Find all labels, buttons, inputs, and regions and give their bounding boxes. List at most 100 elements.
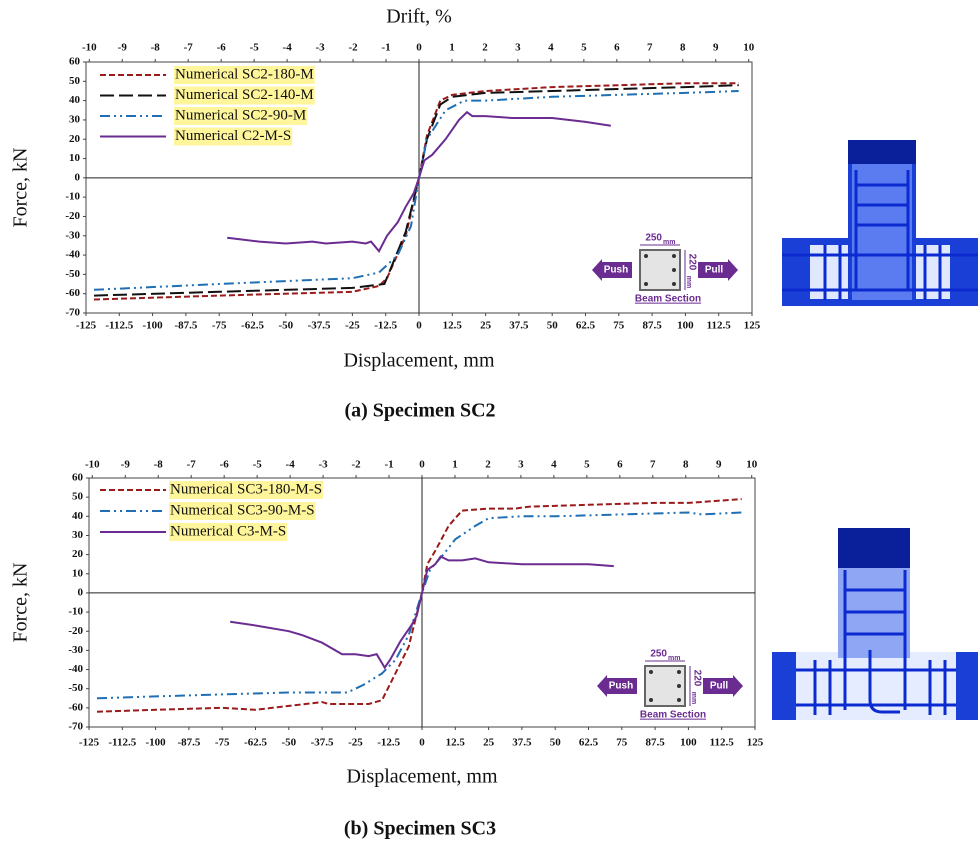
x2-tick-label: 4	[551, 459, 557, 471]
x2-tick-label: -8	[151, 42, 161, 54]
pull-label: Pull	[710, 681, 729, 692]
x-tick-label: -75	[215, 737, 230, 749]
x-tick-label: -37.5	[308, 320, 331, 332]
x2-tick-label: -9	[121, 459, 131, 471]
x-tick-label: -12.5	[374, 320, 397, 332]
x2-tick-label: 1	[452, 459, 458, 471]
x-tick-label: 87.5	[645, 737, 665, 749]
y-axis-title: Force, kN	[10, 563, 32, 643]
pull-label: Pull	[705, 265, 724, 276]
y-tick-label: 50	[69, 75, 81, 87]
x-tick-label: -75	[212, 320, 227, 332]
x2-tick-label: -8	[154, 459, 164, 471]
x-tick-label: 112.5	[707, 320, 732, 332]
x-tick-label: -25	[348, 737, 363, 749]
caption: (a) Specimen SC2	[344, 400, 495, 422]
x2-tick-label: 4	[548, 42, 554, 54]
y-tick-label: -40	[68, 663, 83, 675]
y-tick-label: -70	[68, 721, 83, 733]
section-width: 250	[645, 233, 662, 244]
fe-model-b	[772, 528, 978, 720]
figure: -70-60-50-40-30-20-100102030405060-125-1…	[0, 0, 978, 844]
x2-tick-label: 10	[743, 42, 755, 54]
x2-tick-label: -5	[250, 42, 260, 54]
x2-tick-label: -9	[118, 42, 128, 54]
section-height-unit: mm	[685, 276, 692, 288]
x-tick-label: -87.5	[174, 320, 197, 332]
y-tick-label: 0	[78, 586, 84, 598]
x2-tick-label: -4	[283, 42, 293, 54]
rebar	[644, 254, 648, 258]
section-name: Beam Section	[635, 294, 701, 305]
x-tick-label: 37.5	[509, 320, 529, 332]
rebar	[672, 282, 676, 286]
y-tick-label: -10	[65, 191, 80, 203]
x-tick-label: -112.5	[105, 320, 133, 332]
x-tick-label: 50	[547, 320, 559, 332]
x-tick-label: 12.5	[443, 320, 463, 332]
rebar	[644, 282, 648, 286]
x2-tick-label: -6	[220, 459, 230, 471]
x-tick-label: 87.5	[642, 320, 662, 332]
y-tick-label: 10	[72, 567, 84, 579]
x-tick-label: -50	[278, 320, 293, 332]
x2-tick-label: -3	[319, 459, 329, 471]
y-tick-label: -50	[65, 268, 80, 280]
rebar	[677, 698, 681, 702]
rebar	[672, 268, 676, 272]
section-width-unit: mm	[668, 655, 680, 662]
push-label: Push	[604, 265, 628, 276]
y-tick-label: 40	[69, 94, 81, 106]
x-tick-label: 62.5	[576, 320, 596, 332]
x2-tick-label: 2	[482, 42, 488, 54]
x2-tick-label: 5	[584, 459, 590, 471]
legend-label: Numerical C3-M-S	[170, 523, 286, 539]
legend-label: Numerical C2-M-S	[175, 128, 291, 144]
y-tick-label: 20	[72, 548, 84, 560]
section-width: 250	[650, 649, 667, 660]
section-height: 220	[686, 254, 697, 271]
x2-tick-label: 1	[449, 42, 455, 54]
x-tick-label: -62.5	[244, 737, 267, 749]
y-tick-label: 40	[72, 510, 84, 522]
fe-model-a	[782, 140, 978, 306]
x-tick-label: 100	[680, 737, 697, 749]
rebar	[677, 684, 681, 688]
x-tick-label: -125	[76, 320, 97, 332]
x-tick-label: 37.5	[512, 737, 532, 749]
x2-tick-label: 0	[416, 42, 422, 54]
y-tick-label: -20	[65, 210, 80, 222]
legend-label: Numerical SC2-140-M	[175, 87, 314, 103]
x2-tick-label: -7	[187, 459, 197, 471]
x2-tick-label: 7	[650, 459, 656, 471]
x-tick-label: 112.5	[710, 737, 735, 749]
section-height-unit: mm	[690, 692, 697, 704]
y-tick-label: -30	[65, 229, 80, 241]
x-tick-label: 75	[616, 737, 628, 749]
rebar	[649, 670, 653, 674]
x-tick-label: -25	[345, 320, 360, 332]
x2-axis-title: Drift, %	[386, 6, 452, 28]
x-tick-label: -37.5	[311, 737, 334, 749]
legend-label: Numerical SC3-180-M-S	[170, 481, 322, 497]
x2-tick-label: 8	[683, 459, 689, 471]
x-axis-title: Displacement, mm	[346, 766, 498, 788]
x-tick-label: 100	[677, 320, 694, 332]
y-tick-label: 60	[72, 472, 84, 484]
x2-tick-label: -6	[217, 42, 227, 54]
x2-tick-label: 8	[680, 42, 686, 54]
x2-tick-label: -7	[184, 42, 194, 54]
y-tick-label: -60	[68, 701, 83, 713]
y-tick-label: -70	[65, 307, 80, 319]
x-tick-label: 75	[613, 320, 625, 332]
y-axis-title: Force, kN	[10, 148, 32, 228]
x-tick-label: -125	[79, 737, 100, 749]
rebar	[677, 670, 681, 674]
section-width-unit: mm	[663, 239, 675, 246]
y-tick-label: 30	[69, 113, 81, 125]
x-tick-label: -112.5	[108, 737, 136, 749]
y-tick-label: -50	[68, 682, 83, 694]
x2-tick-label: 3	[518, 459, 524, 471]
x-tick-label: 25	[480, 320, 492, 332]
x-tick-label: -12.5	[377, 737, 400, 749]
